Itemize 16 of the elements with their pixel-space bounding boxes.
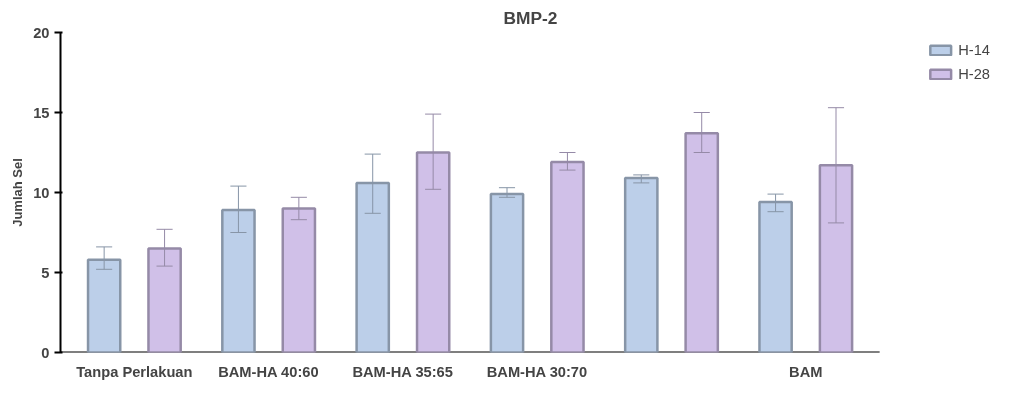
- legend-label: H-28: [958, 66, 990, 82]
- x-tick-label: Tanpa Perlakuan: [76, 363, 193, 380]
- bar: [623, 176, 659, 353]
- legend-label: H-14: [958, 42, 990, 58]
- x-tick-label: BAM: [789, 363, 823, 380]
- x-tick-label: BAM-HA 40:60: [218, 363, 319, 380]
- x-tick-label: BAM-HA 35:65: [352, 363, 453, 380]
- y-tick-label: 15: [33, 104, 50, 121]
- chart-title: BMP-2: [503, 7, 558, 28]
- y-tick-label: 5: [41, 264, 50, 281]
- y-tick-label: 10: [33, 184, 50, 201]
- x-tick-label: BAM-HA 30:70: [486, 363, 588, 380]
- bar: [489, 192, 525, 353]
- y-tick-label: 0: [41, 344, 50, 361]
- y-axis-title: Jumlah Sel: [10, 158, 26, 227]
- y-tick-label: 20: [33, 24, 50, 41]
